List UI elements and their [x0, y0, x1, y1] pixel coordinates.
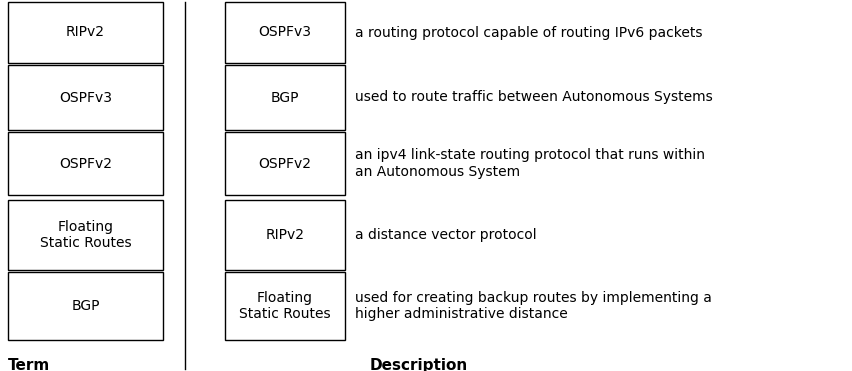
FancyBboxPatch shape [225, 272, 344, 340]
Text: BGP: BGP [270, 91, 299, 105]
Text: Floating
Static Routes: Floating Static Routes [40, 220, 131, 250]
Text: Term: Term [8, 358, 50, 371]
Text: RIPv2: RIPv2 [66, 26, 105, 39]
Text: BGP: BGP [72, 299, 100, 313]
FancyBboxPatch shape [8, 272, 163, 340]
Text: OSPFv3: OSPFv3 [59, 91, 112, 105]
FancyBboxPatch shape [8, 65, 163, 130]
Text: a distance vector protocol: a distance vector protocol [354, 228, 536, 242]
Text: OSPFv3: OSPFv3 [258, 26, 311, 39]
Text: OSPFv2: OSPFv2 [59, 157, 112, 171]
Text: a routing protocol capable of routing IPv6 packets: a routing protocol capable of routing IP… [354, 26, 702, 39]
FancyBboxPatch shape [225, 200, 344, 270]
Text: Floating
Static Routes: Floating Static Routes [239, 291, 331, 321]
FancyBboxPatch shape [225, 132, 344, 195]
Text: RIPv2: RIPv2 [265, 228, 304, 242]
FancyBboxPatch shape [8, 2, 163, 63]
Text: an ipv4 link-state routing protocol that runs within
an Autonomous System: an ipv4 link-state routing protocol that… [354, 148, 704, 178]
Text: used to route traffic between Autonomous Systems: used to route traffic between Autonomous… [354, 91, 712, 105]
FancyBboxPatch shape [8, 200, 163, 270]
FancyBboxPatch shape [225, 65, 344, 130]
Text: used for creating backup routes by implementing a
higher administrative distance: used for creating backup routes by imple… [354, 291, 711, 321]
FancyBboxPatch shape [225, 2, 344, 63]
FancyBboxPatch shape [8, 132, 163, 195]
Text: OSPFv2: OSPFv2 [258, 157, 311, 171]
Text: Description: Description [370, 358, 468, 371]
